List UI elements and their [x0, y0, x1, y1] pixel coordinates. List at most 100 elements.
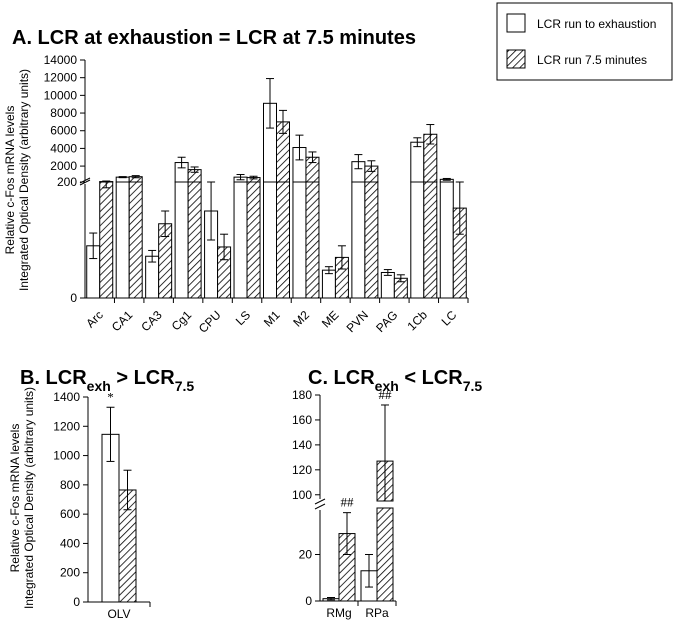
panel-a-error-bar-1cb-exhaustion: [413, 137, 422, 148]
panel-a-y-tick-label: 14000: [44, 53, 78, 67]
panel-a-y-tick-label: 12000: [44, 71, 78, 85]
panel-c-axis-break-mark: [314, 503, 326, 510]
panel-c-title: C. LCRexh < LCR7.5: [308, 367, 482, 394]
panel-a-category-label-m2: M2: [290, 308, 312, 330]
panel-a-bar-m2-exhaustion-lower: [292, 181, 307, 299]
panel-a-bar-1cb-exhaustion: [410, 141, 425, 183]
panel-a-category-label-arc: Arc: [83, 308, 106, 331]
panel-a-category-label-m1: M1: [261, 308, 283, 330]
legend-label-7-5-minutes: LCR run 7.5 minutes: [537, 53, 647, 67]
panel-c-category-label-rpa: RPa: [365, 606, 389, 620]
panel-a-error-bar-me-exhaustion: [324, 266, 333, 275]
panel-a-bar-m1-exhaustion-lower: [263, 181, 277, 299]
panel-a-bar-m2-7-5-minutes-lower: [305, 181, 320, 299]
panel-b-category-label-olv: OLV: [107, 607, 130, 621]
panel-a-category-label-ca1: CA1: [109, 308, 136, 335]
panel-a-error-bar-m2-exhaustion: [295, 134, 304, 161]
panel-c-y-tick-label: 120: [292, 463, 312, 477]
panel-c-category-label-rmg: RMg: [326, 606, 351, 620]
panel-a-y-tick-label: 0: [70, 291, 77, 305]
panel-b-y-tick-label: 400: [60, 536, 80, 550]
panel-b-axes: 0 200 400 600 800 1000 1200 1400 OLV: [53, 390, 151, 621]
panel-b-y-tick-label: 0: [73, 595, 80, 609]
panel-c-error-bar-rpa-exhaustion: [365, 554, 373, 588]
panel-a-error-bar-m1-7-5-minutes: [279, 109, 287, 134]
panel-c-axes: 0 20 100 120 140 160 180 RMg RPa: [292, 388, 397, 620]
panel-a-error-bar-ca3-exhaustion: [148, 249, 157, 263]
panel-a-category-label-cg1: Cg1: [169, 308, 195, 334]
panel-c-y-tick-label: 140: [292, 438, 312, 452]
panel-a-bar-1cb-exhaustion-lower: [410, 181, 425, 299]
panel-b-y-tick-label: 800: [60, 478, 80, 492]
panel-a-error-bar-arc-exhaustion: [89, 232, 98, 260]
panel-b-significance-marker: *: [107, 389, 114, 404]
panel-a-bar-pag-exhaustion: [380, 271, 395, 299]
panel-a-y-tick-label: 8000: [50, 106, 77, 120]
panel-a-error-bar-pag-exhaustion: [383, 269, 392, 276]
panel-a-bar-ca1-7-5-minutes-lower: [128, 181, 143, 299]
panel-a-y-tick-label: 6000: [50, 124, 77, 138]
panel-a-category-label-ca3: CA3: [138, 308, 165, 335]
panel-a-bar-ca1-exhaustion-lower: [115, 181, 130, 299]
panel-c-y-tick-label: 160: [292, 413, 312, 427]
panel-a-category-label-1cb: 1Cb: [404, 308, 430, 334]
panel-a-error-bar-pag-7-5-minutes: [396, 274, 405, 283]
panel-b-error-bar-olv-7-5-minutes: [123, 469, 132, 511]
panel-a-y-tick-label: 200: [57, 175, 77, 189]
panel-c-chart: 0 20 100 120 140 160 180 RMg RPa ## ##: [292, 387, 397, 620]
panel-a-y-tick-label: 2000: [50, 159, 77, 173]
panel-a-bar-ls-exhaustion-lower: [233, 181, 248, 299]
panel-a-category-label-pvn: PVN: [344, 308, 371, 335]
panel-c-error-bar-rmg-exhaustion: [327, 597, 335, 601]
panel-a-bar-lc-exhaustion-lower: [439, 181, 454, 299]
panel-a-error-bar-arc-7-5-minutes: [102, 180, 111, 189]
panel-a-category-label-pag: PAG: [373, 308, 400, 335]
panel-a-bar-1cb-7-5-minutes-lower: [423, 181, 438, 299]
panel-a-error-bar-cg1-exhaustion: [177, 156, 186, 169]
legend-swatch-exhaustion: [506, 13, 526, 33]
panel-b-title: B. LCRexh > LCR7.5: [20, 367, 194, 394]
panel-a-category-label-ls: LS: [233, 308, 253, 328]
panel-c-axis-break-mark: [314, 498, 326, 505]
panel-a-error-bar-pvn-7-5-minutes: [367, 160, 376, 172]
panel-a-bar-arc-7-5-minutes-lower: [99, 181, 114, 299]
panel-a-error-bar-me-7-5-minutes: [337, 245, 346, 270]
panel-b-y-tick-label: 200: [60, 566, 80, 580]
panel-a-error-bar-cpu-7-5-minutes: [220, 233, 229, 261]
panel-c-significance-marker: ##: [379, 387, 393, 402]
panel-a-bar-m1-7-5-minutes-lower: [276, 181, 290, 299]
panel-b-y-tick-label: 1200: [53, 419, 80, 433]
panel-a-y-tick-label: 4000: [50, 141, 77, 155]
panel-a-error-bar-ca1-exhaustion: [118, 176, 127, 179]
panel-b-error-bar-olv-exhaustion: [106, 406, 115, 462]
panel-a-bar-pvn-7-5-minutes-lower: [364, 181, 379, 299]
panel-a-ylabel-line2: Integrated Optical Density (arbitrary un…: [17, 69, 31, 291]
panel-c-y-tick-label: 0: [305, 594, 312, 608]
panel-b-chart: 0 200 400 600 800 1000 1200 1400 OLV *: [53, 389, 151, 621]
panel-b-ylabel-line2: Integrated Optical Density (arbitrary un…: [22, 387, 36, 609]
panel-c-y-tick-label: 100: [292, 488, 312, 502]
panel-a-error-bar-lc-exhaustion: [442, 177, 451, 181]
legend-label-exhaustion: LCR run to exhaustion: [537, 17, 656, 31]
panel-a-error-bar-1cb-7-5-minutes: [426, 124, 435, 145]
panel-b-y-tick-label: 1400: [53, 390, 80, 404]
panel-a-title: A. LCR at exhaustion = LCR at 7.5 minute…: [12, 27, 416, 49]
panel-a-category-label-lc: LC: [439, 308, 460, 329]
panel-a-category-label-me: ME: [319, 308, 342, 331]
panel-a-error-bar-lc-7-5-minutes: [455, 181, 464, 235]
panel-b-ylabel-line1: Relative c-Fos mRNA levels: [8, 424, 22, 573]
panel-a-error-bar-m1-exhaustion: [266, 78, 274, 129]
panel-a-bar-me-exhaustion: [321, 269, 336, 299]
panel-a-error-bar-cpu-exhaustion: [207, 181, 216, 241]
panel-b-y-tick-label: 1000: [53, 449, 80, 463]
panel-a-ylabel-line1: Relative c-Fos mRNA levels: [3, 106, 17, 255]
panel-a-error-bar-ls-7-5-minutes: [249, 175, 258, 180]
panel-a-error-bar-ca1-7-5-minutes: [131, 175, 140, 179]
panel-a-bar-cg1-exhaustion-lower: [174, 181, 189, 299]
panel-c-error-bar-rmg-7-5-minutes: [343, 512, 351, 555]
panel-c-significance-marker: ##: [341, 495, 355, 510]
panel-a-error-bar-ls-exhaustion: [236, 173, 245, 181]
panel-a-error-bar-cg1-7-5-minutes: [190, 166, 199, 173]
